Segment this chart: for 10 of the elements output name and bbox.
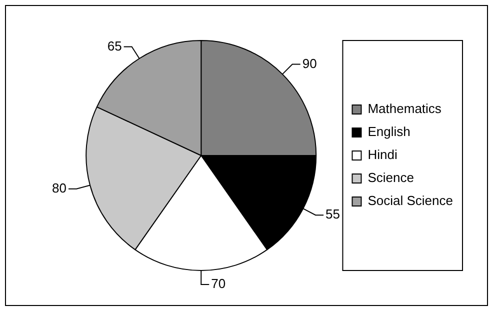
data-label: 90 bbox=[302, 56, 317, 71]
data-label: 55 bbox=[326, 206, 340, 222]
data-label: 65 bbox=[107, 38, 122, 54]
legend-label: Hindi bbox=[368, 147, 398, 162]
legend-label: Social Science bbox=[368, 193, 454, 208]
legend-label: Science bbox=[368, 170, 414, 186]
legend-label: Mathematics bbox=[368, 101, 442, 116]
data-label: 80 bbox=[52, 180, 67, 196]
data-label: 70 bbox=[211, 276, 226, 292]
legend-label: English bbox=[368, 124, 410, 140]
